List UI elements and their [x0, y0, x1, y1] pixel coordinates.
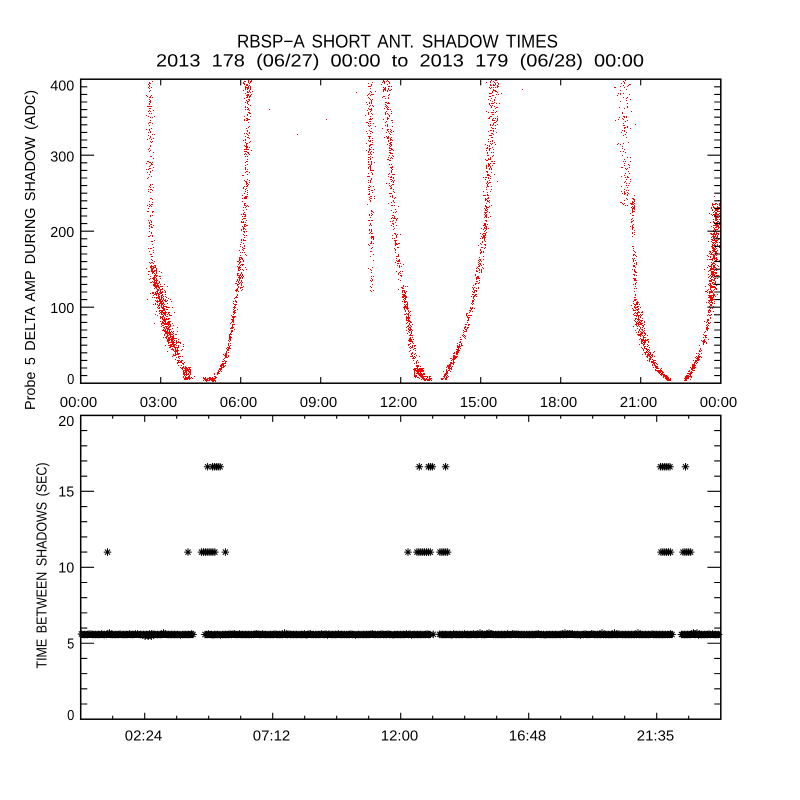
svg-text:21:00: 21:00: [620, 395, 658, 411]
svg-text:400: 400: [50, 79, 74, 95]
svg-text:2013 178 (06/27) 00:00 to 2013: 2013 178 (06/27) 00:00 to 2013 179 (06/2…: [156, 50, 644, 70]
svg-text:15:00: 15:00: [460, 395, 498, 411]
svg-text:5: 5: [67, 636, 74, 652]
svg-text:21:35: 21:35: [637, 729, 675, 745]
svg-text:15: 15: [58, 484, 74, 500]
svg-text:09:00: 09:00: [300, 395, 338, 411]
svg-text:200: 200: [50, 225, 74, 241]
svg-text:03:00: 03:00: [140, 395, 178, 411]
svg-text:18:00: 18:00: [540, 395, 578, 411]
svg-text:100: 100: [50, 301, 74, 317]
svg-text:10: 10: [58, 560, 74, 576]
svg-text:20: 20: [58, 414, 74, 430]
svg-text:00:00: 00:00: [700, 395, 738, 411]
svg-text:06:00: 06:00: [220, 395, 258, 411]
svg-text:02:24: 02:24: [125, 729, 163, 745]
svg-text:300: 300: [50, 150, 74, 166]
svg-text:12:00: 12:00: [381, 729, 419, 745]
svg-text:0: 0: [67, 372, 74, 388]
svg-text:00:00: 00:00: [60, 395, 98, 411]
svg-text:Probe 5 DELTA AMP DURING SHADO: Probe 5 DELTA AMP DURING SHADOW (ADC): [23, 90, 39, 410]
svg-text:12:00: 12:00: [380, 395, 418, 411]
svg-text:0: 0: [67, 708, 74, 724]
svg-text:TIME BETWEEN SHADOWS (SEC): TIME BETWEEN SHADOWS (SEC): [35, 463, 51, 669]
svg-text:16:48: 16:48: [509, 729, 547, 745]
svg-text:07:12: 07:12: [253, 729, 291, 745]
svg-text:RBSP−A SHORT ANT. SHADOW TIMES: RBSP−A SHORT ANT. SHADOW TIMES: [237, 31, 558, 52]
